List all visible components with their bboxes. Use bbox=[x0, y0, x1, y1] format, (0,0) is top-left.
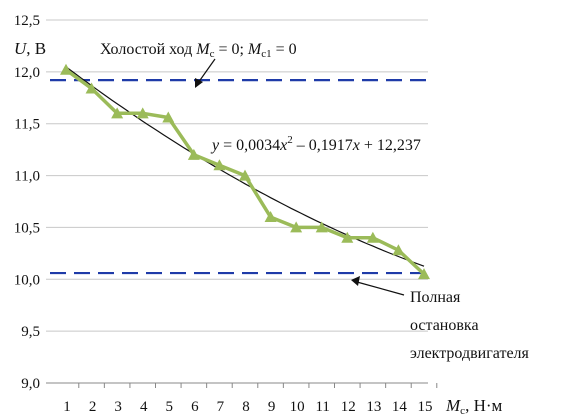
stop-arrow bbox=[351, 276, 405, 296]
x-tick-label: 7 bbox=[217, 399, 225, 415]
x-tick-label: 6 bbox=[191, 399, 199, 415]
x-tick-label: 4 bbox=[140, 399, 148, 415]
x-tick-label: 10 bbox=[290, 399, 305, 415]
data-point bbox=[60, 63, 72, 75]
stop-annotation-line2: остановка bbox=[410, 317, 479, 334]
x-tick-labels: 1 2 3 4 5 6 7 8 9 10 11 12 13 14 15 bbox=[63, 399, 432, 415]
reference-lines bbox=[50, 79, 432, 275]
y-tick-label: 12,5 bbox=[14, 13, 40, 29]
stop-annotation-line3: электродвигателя bbox=[410, 345, 530, 362]
data-point bbox=[239, 169, 251, 181]
y-tick-label: 11,0 bbox=[14, 169, 40, 185]
data-point bbox=[264, 211, 277, 223]
y-tick-label: 10,5 bbox=[14, 220, 40, 236]
x-tick-label: 1 bbox=[63, 399, 71, 415]
trendline bbox=[65, 66, 425, 267]
idle-annotation: Холостой ход Mc = 0; Mc1 = 0 bbox=[100, 41, 297, 60]
x-tick-label: 13 bbox=[366, 399, 381, 415]
y-tick-label: 9,0 bbox=[21, 376, 40, 392]
data-point bbox=[85, 82, 98, 94]
data-point bbox=[136, 107, 149, 119]
y-tick-label: 12,0 bbox=[14, 65, 40, 81]
data-point bbox=[213, 159, 226, 171]
trendline-equation: y = 0,0034x2 – 0,1917x + 12,237 bbox=[210, 134, 421, 154]
x-tick-label: 14 bbox=[392, 399, 408, 415]
data-point bbox=[290, 221, 303, 233]
measured-series-markers bbox=[60, 63, 430, 280]
data-point bbox=[315, 221, 328, 233]
y-tick-labels: 9,0 9,5 10,0 10,5 11,0 11,5 12,0 12,5 bbox=[14, 13, 40, 392]
x-tick-label: 8 bbox=[242, 399, 250, 415]
x-tick-marks bbox=[78, 383, 438, 388]
y-tick-label: 9,5 bbox=[21, 324, 40, 340]
idle-arrow bbox=[195, 58, 216, 88]
data-point bbox=[392, 244, 405, 256]
x-tick-label: 9 bbox=[268, 399, 276, 415]
x-tick-label: 15 bbox=[418, 399, 433, 415]
data-point bbox=[187, 148, 200, 160]
x-tick-label: 5 bbox=[166, 399, 174, 415]
grid-lines bbox=[46, 19, 428, 332]
data-point bbox=[418, 268, 430, 280]
y-tick-label: 10,0 bbox=[14, 272, 40, 288]
data-point bbox=[366, 231, 379, 243]
x-tick-label: 2 bbox=[89, 399, 97, 415]
data-point bbox=[111, 107, 124, 119]
y-axis-label: U, В bbox=[14, 39, 46, 58]
x-axis-label: Mc, Н·м bbox=[445, 396, 503, 417]
x-tick-label: 3 bbox=[114, 399, 122, 415]
stop-annotation-line1: Полная bbox=[410, 289, 461, 306]
x-tick-label: 12 bbox=[341, 399, 356, 415]
data-point bbox=[162, 111, 175, 123]
data-point bbox=[341, 231, 354, 243]
y-tick-label: 11,5 bbox=[14, 117, 40, 133]
x-tick-label: 11 bbox=[315, 399, 329, 415]
